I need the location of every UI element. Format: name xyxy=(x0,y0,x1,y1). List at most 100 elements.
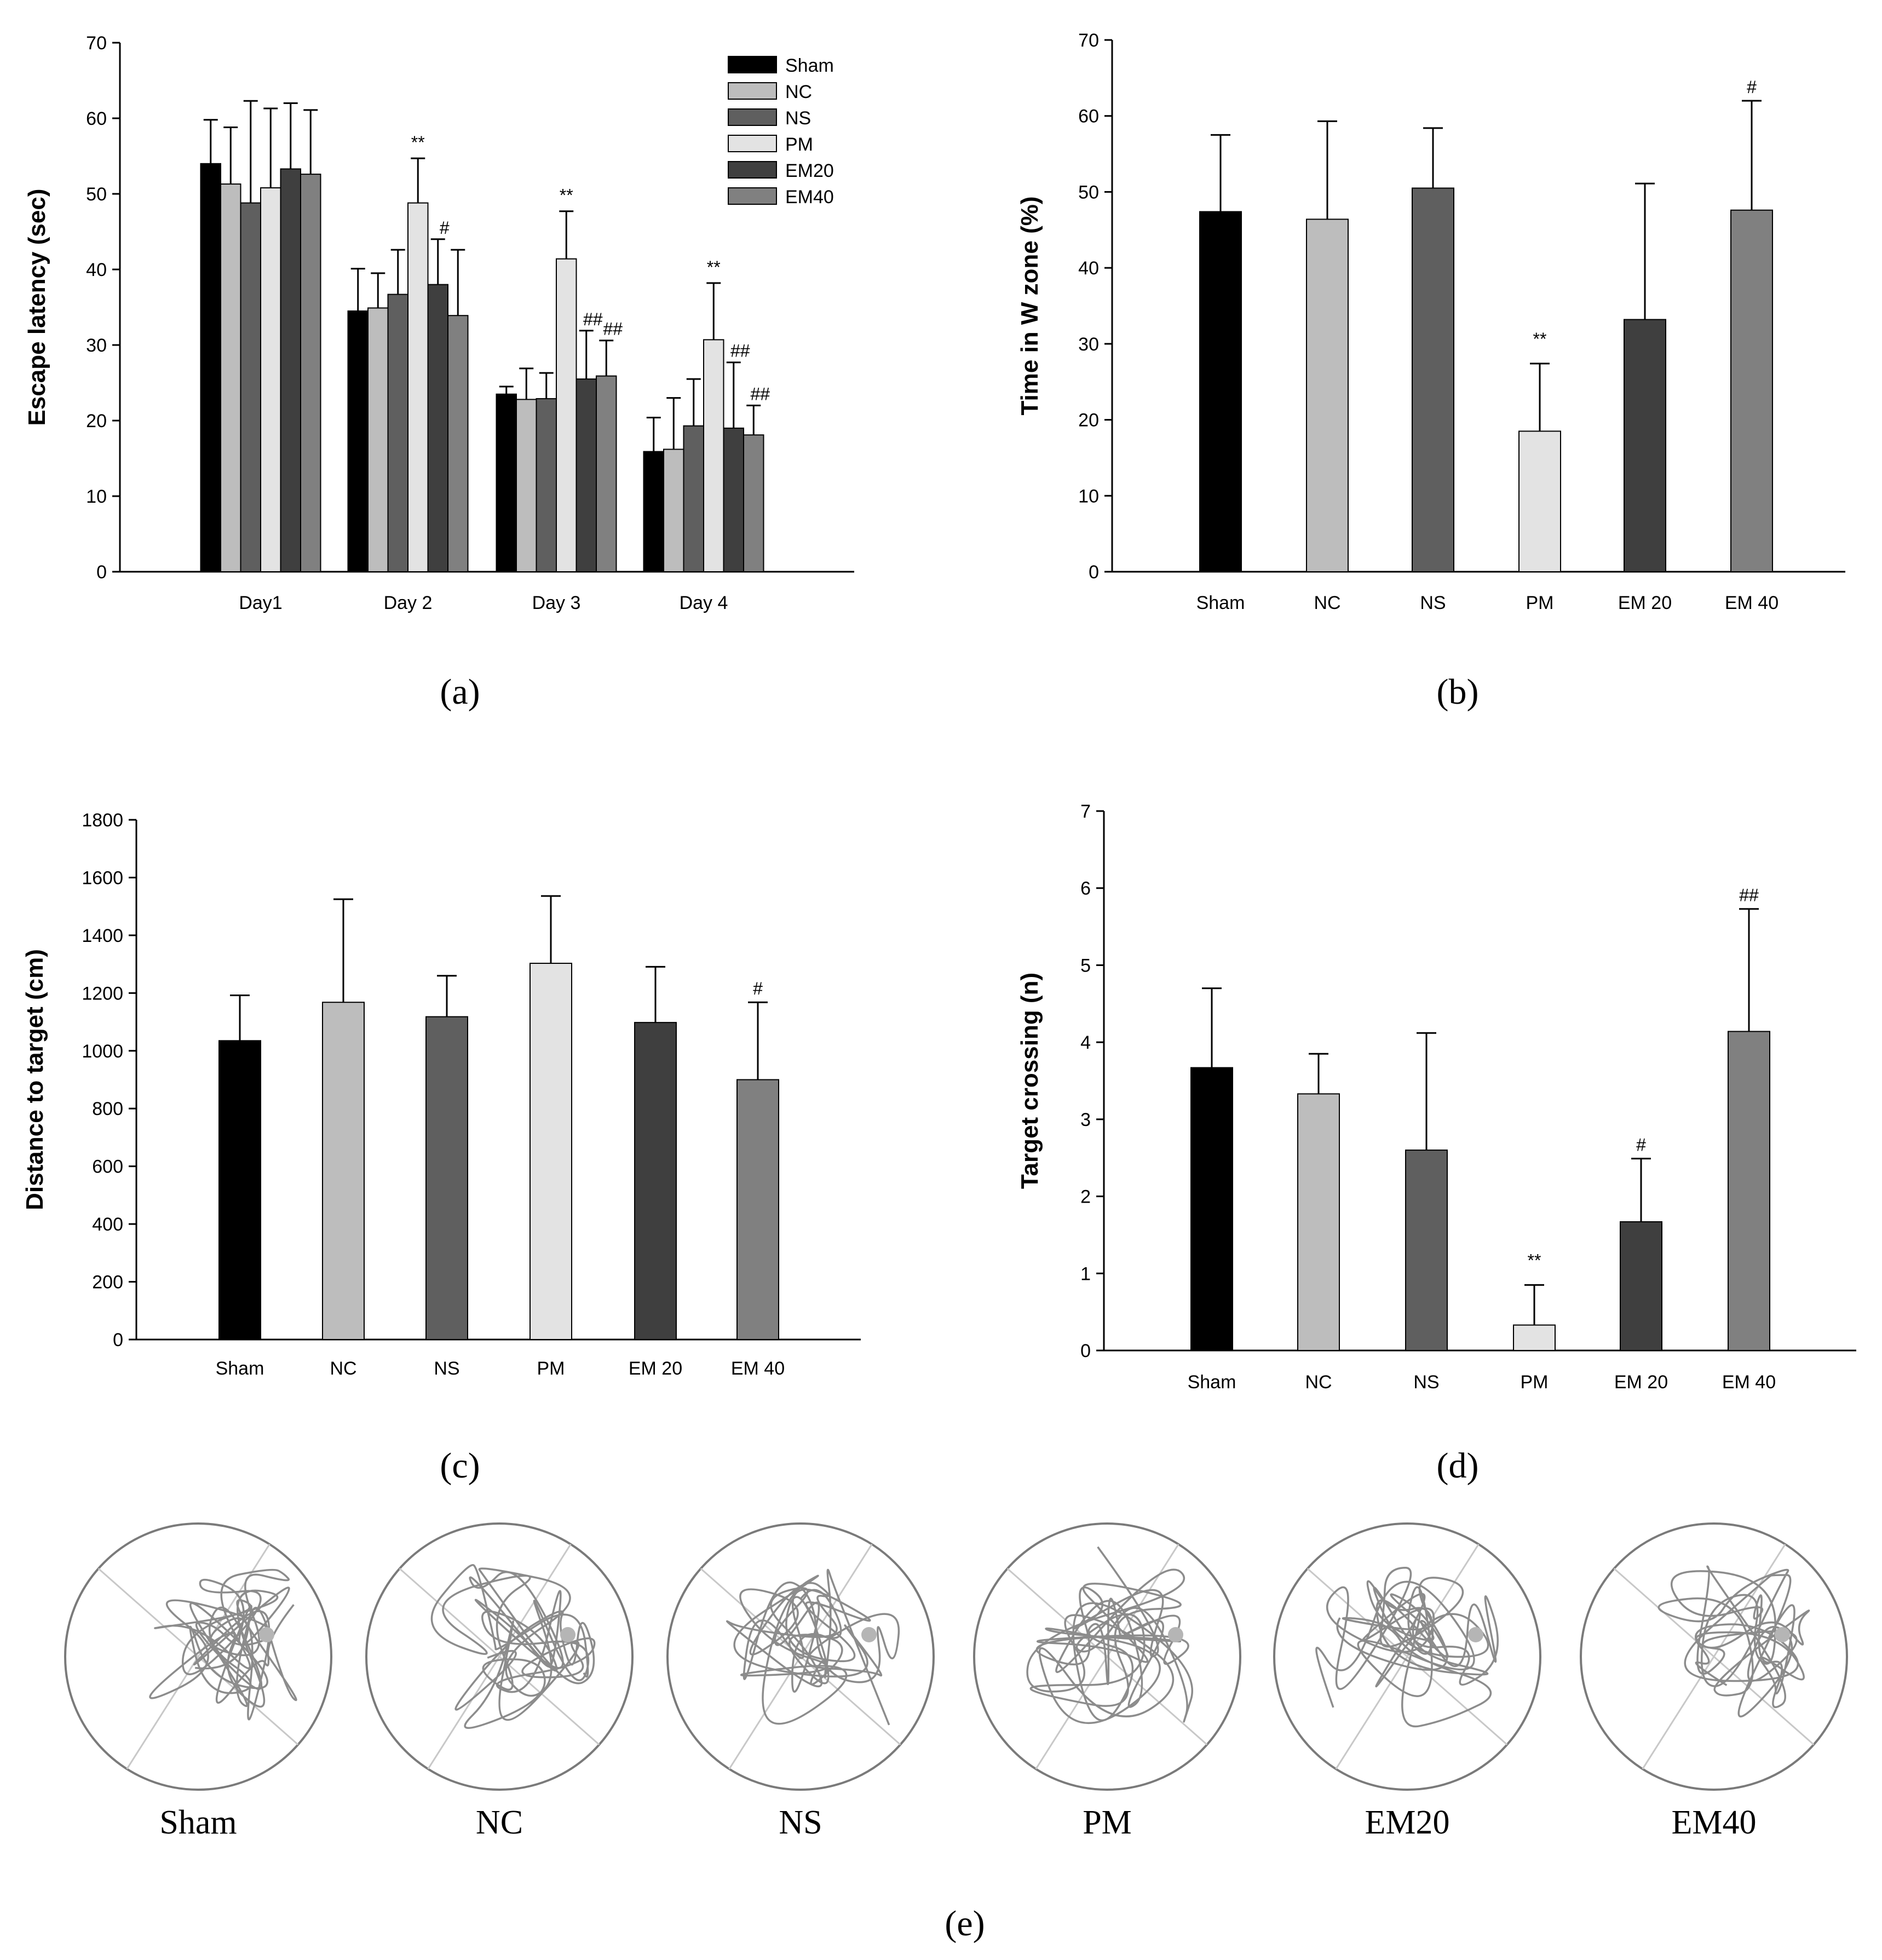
significance-marker: # xyxy=(753,979,763,998)
significance-marker: ## xyxy=(1739,886,1759,905)
significance-marker: ** xyxy=(1533,329,1547,349)
bar-ns xyxy=(1405,1149,1448,1351)
bar-nc-1 xyxy=(220,183,241,572)
track-sham: Sham xyxy=(64,1522,332,1841)
x-tick-label: EM 20 xyxy=(629,1358,682,1379)
swim-path xyxy=(1315,1567,1499,1728)
track-label: PM xyxy=(1083,1804,1132,1841)
panel-a-escape-latency-chart: 0 10 20 30 40 50 60 70 Escape latency (sec) ** ** *… xyxy=(24,33,854,613)
y-axis-label: Escape latency (sec) xyxy=(24,189,50,426)
swim-path xyxy=(1026,1546,1194,1724)
bar-sham-1 xyxy=(200,163,221,572)
track-em40: EM40 xyxy=(1580,1522,1848,1841)
y-tick-label: 3 xyxy=(1080,1110,1091,1130)
bar-em40-3 xyxy=(596,375,617,573)
x-tick-label: Sham xyxy=(1188,1372,1236,1393)
y-tick-label: 60 xyxy=(1078,106,1099,127)
bar-em40-4 xyxy=(743,434,764,572)
bar-ns xyxy=(425,1016,468,1340)
y-tick-label: 4 xyxy=(1080,1032,1091,1053)
track-nc: NC xyxy=(365,1522,634,1841)
y-tick-label: 6 xyxy=(1080,878,1091,899)
track-label: NS xyxy=(779,1804,822,1841)
track-label: EM20 xyxy=(1365,1804,1450,1841)
bar-ns-4 xyxy=(683,425,704,572)
significance-marker: ## xyxy=(583,309,603,329)
bar-pm-3 xyxy=(556,258,577,572)
y-tick-label: 7 xyxy=(1080,801,1091,822)
swim-path xyxy=(1657,1565,1810,1717)
bar-sham-3 xyxy=(496,393,517,572)
y-tick-label: 0 xyxy=(113,1330,123,1350)
bar-sham xyxy=(218,1040,261,1340)
legend-swatch-em40 xyxy=(728,187,777,205)
significance-marker: ** xyxy=(560,186,573,205)
swim-path xyxy=(149,1568,297,1721)
bar-sham xyxy=(1190,1067,1233,1352)
track-em20: EM20 xyxy=(1273,1522,1541,1841)
bar-em40 xyxy=(1728,1031,1770,1351)
y-tick-label: 0 xyxy=(1089,562,1099,583)
x-tick-label: NC xyxy=(1305,1372,1332,1393)
x-tick-label: PM xyxy=(537,1358,565,1379)
y-tick-label: 20 xyxy=(1078,410,1099,431)
track-label: Sham xyxy=(159,1804,237,1841)
x-tick-label: EM 20 xyxy=(1618,593,1672,613)
bar-nc xyxy=(1297,1093,1340,1351)
y-tick-label: 5 xyxy=(1080,955,1091,976)
bar-sham-2 xyxy=(347,310,369,573)
swim-path xyxy=(726,1568,900,1726)
y-tick-label: 1200 xyxy=(82,983,123,1004)
x-tick-label: EM 20 xyxy=(1614,1372,1668,1393)
legend-swatch-ns xyxy=(728,108,777,126)
panel-e-swim-tracks: Sham NC NS PM EM20 EM40 xyxy=(64,1522,1848,1841)
bar-pm-1 xyxy=(260,187,281,572)
x-tick-label: Day 4 xyxy=(680,593,728,613)
bar-em40-2 xyxy=(447,315,469,572)
y-tick-label: 30 xyxy=(1078,334,1099,355)
legend-swatch-nc xyxy=(728,82,777,100)
y-tick-label: 70 xyxy=(1078,30,1099,51)
significance-marker: ** xyxy=(411,133,425,152)
y-axis-label: Target crossing (n) xyxy=(1016,973,1043,1189)
bar-ns-2 xyxy=(387,294,408,572)
platform-marker xyxy=(259,1627,274,1642)
x-tick-label: NC xyxy=(330,1358,356,1379)
legend-entry: NS xyxy=(785,108,811,129)
panel-label-b: (b) xyxy=(1437,672,1479,712)
track-pm: PM xyxy=(973,1522,1241,1841)
bar-ns-3 xyxy=(536,398,557,572)
legend-entry: PM xyxy=(785,134,813,155)
y-tick-label: 0 xyxy=(96,562,107,583)
bar-pm-2 xyxy=(407,202,429,572)
x-tick-label: EM 40 xyxy=(731,1358,785,1379)
y-tick-label: 1600 xyxy=(82,867,123,888)
quadrant-line xyxy=(728,1544,873,1769)
bar-ns xyxy=(1412,187,1454,572)
x-tick-label: NS xyxy=(1420,593,1446,613)
significance-marker: ## xyxy=(750,384,770,404)
y-tick-label: 50 xyxy=(1078,182,1099,203)
legend-entry: Sham xyxy=(785,55,834,76)
bar-em20 xyxy=(1620,1221,1662,1351)
panel-label-a: (a) xyxy=(440,672,480,712)
y-tick-label: 20 xyxy=(86,411,107,432)
x-tick-label: PM xyxy=(1521,1372,1549,1393)
bar-em40 xyxy=(1730,209,1773,573)
x-tick-label: EM 40 xyxy=(1725,593,1779,613)
significance-marker: ## xyxy=(730,341,750,361)
x-tick-label: NS xyxy=(1413,1372,1439,1393)
y-tick-label: 0 xyxy=(1080,1341,1091,1361)
y-tick-label: 10 xyxy=(1078,486,1099,507)
swim-path xyxy=(430,1564,596,1729)
x-tick-label: Sham xyxy=(216,1358,264,1379)
bar-nc xyxy=(1306,219,1349,572)
track-ns: NS xyxy=(666,1522,935,1841)
platform-marker xyxy=(1468,1627,1483,1642)
quadrant-line xyxy=(1642,1544,1786,1769)
bar-sham-4 xyxy=(643,451,664,573)
significance-marker: # xyxy=(1747,77,1757,97)
y-tick-label: 800 xyxy=(92,1099,123,1119)
